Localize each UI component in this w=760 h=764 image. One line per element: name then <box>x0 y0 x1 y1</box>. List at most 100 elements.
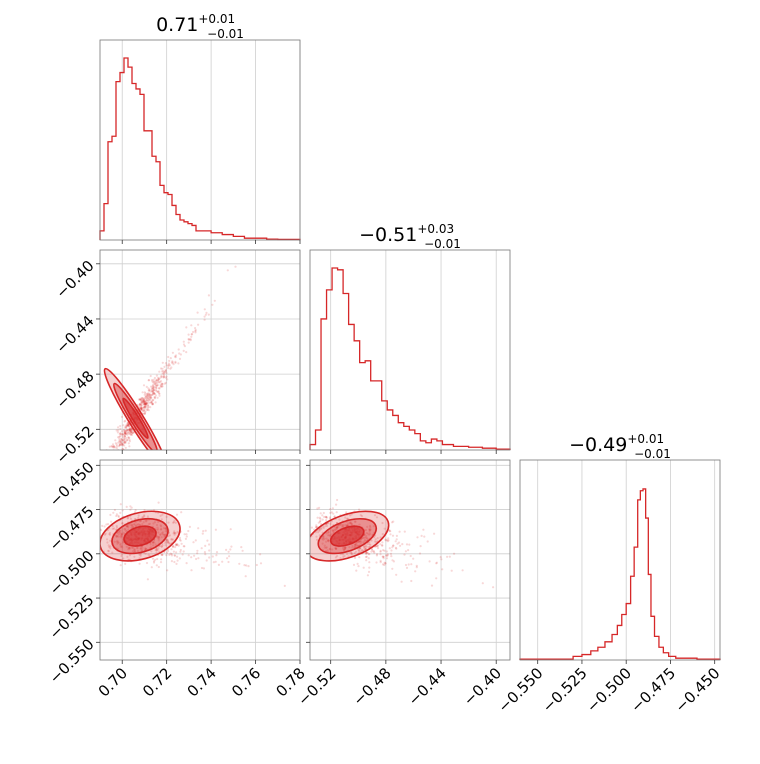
scatter-point <box>404 550 407 553</box>
scatter-point <box>359 539 362 543</box>
scatter-point <box>367 557 370 560</box>
scatter-point <box>329 511 332 514</box>
scatter-point <box>226 269 229 272</box>
scatter-point <box>385 550 388 553</box>
scatter-point <box>163 382 166 385</box>
scatter-point <box>149 397 152 400</box>
scatter-point <box>208 543 211 546</box>
scatter-point <box>161 553 164 556</box>
scatter-point <box>163 365 166 368</box>
scatter-point <box>333 515 336 518</box>
scatter-point <box>145 397 148 400</box>
scatter-point <box>125 426 128 430</box>
scatter-point <box>369 543 372 546</box>
panel-0-0: 0.71+0.01 −0.01 <box>99 12 301 241</box>
scatter-point <box>376 544 380 547</box>
panel-2-0 <box>99 459 301 661</box>
scatter-point <box>146 396 149 399</box>
scatter-point <box>177 348 180 351</box>
scatter-point <box>332 512 335 515</box>
scatter-point <box>154 385 157 388</box>
x-tick-label-param-0: 0.76 <box>228 664 264 700</box>
scatter-point <box>124 527 127 531</box>
scatter-point <box>453 552 456 555</box>
scatter-point <box>159 561 163 564</box>
scatter-point <box>152 387 155 390</box>
scatter-point <box>368 528 371 531</box>
scatter-point <box>117 535 120 538</box>
scatter-point <box>143 412 147 415</box>
scatter-point <box>350 522 353 526</box>
scatter-point <box>159 524 162 527</box>
scatter-point <box>392 544 395 547</box>
scatter-point <box>146 393 149 397</box>
scatter-point <box>147 389 150 392</box>
scatter-point <box>368 543 371 546</box>
scatter-point <box>149 398 152 402</box>
scatter-point <box>354 550 358 553</box>
scatter-point <box>212 561 215 564</box>
scatter-point <box>171 545 174 548</box>
scatter-point <box>361 549 364 552</box>
scatter-point <box>335 525 338 528</box>
scatter-point <box>329 534 332 538</box>
scatter-point <box>356 562 359 566</box>
scatter-point <box>338 518 341 521</box>
scatter-point <box>164 544 167 547</box>
scatter-point <box>120 554 123 558</box>
scatter-point <box>176 555 179 558</box>
scatter-point <box>151 399 154 402</box>
scatter-point <box>182 545 185 548</box>
scatter-point <box>195 557 198 561</box>
scatter-point <box>147 398 150 401</box>
scatter-point <box>379 550 382 553</box>
scatter-point <box>207 313 210 316</box>
scatter-point <box>159 384 162 388</box>
scatter-point <box>148 401 151 404</box>
scatter-point <box>140 406 143 409</box>
scatter-point <box>208 556 211 559</box>
scatter-point <box>104 532 107 535</box>
scatter-point <box>145 548 148 551</box>
scatter-point <box>418 552 422 555</box>
scatter-point <box>130 430 133 434</box>
scatter-point <box>255 563 258 567</box>
scatter-point <box>144 403 147 406</box>
scatter-point <box>125 429 128 432</box>
scatter-point <box>259 553 262 556</box>
scatter-point <box>154 384 157 387</box>
scatter-point <box>123 437 126 440</box>
scatter-point <box>335 547 338 550</box>
scatter-point <box>143 393 146 396</box>
scatter-point <box>103 525 106 528</box>
scatter-point <box>151 402 154 405</box>
scatter-point <box>142 406 145 409</box>
scatter-point <box>392 560 395 563</box>
scatter-point <box>185 535 188 538</box>
scatter-point <box>461 569 464 572</box>
scatter-point <box>144 401 147 404</box>
scatter-point <box>366 525 369 529</box>
scatter-point <box>143 403 146 406</box>
scatter-point <box>155 379 158 382</box>
scatter-point <box>143 402 146 405</box>
scatter-point <box>114 446 117 449</box>
scatter-point <box>325 516 328 519</box>
scatter-point <box>344 546 347 549</box>
scatter-point <box>109 547 112 550</box>
scatter-point <box>140 396 143 400</box>
scatter-point <box>358 556 361 559</box>
scatter-point <box>115 514 118 518</box>
scatter-point <box>182 343 186 346</box>
scatter-point <box>121 546 124 549</box>
scatter-point <box>152 541 155 544</box>
scatter-point <box>145 402 148 405</box>
scatter-point <box>336 555 339 558</box>
scatter-point <box>126 433 129 436</box>
scatter-point <box>111 445 114 448</box>
scatter-point <box>120 553 123 556</box>
scatter-point <box>119 432 122 435</box>
scatter-point <box>385 557 389 560</box>
scatter-point <box>121 444 124 447</box>
scatter-point <box>128 438 131 441</box>
